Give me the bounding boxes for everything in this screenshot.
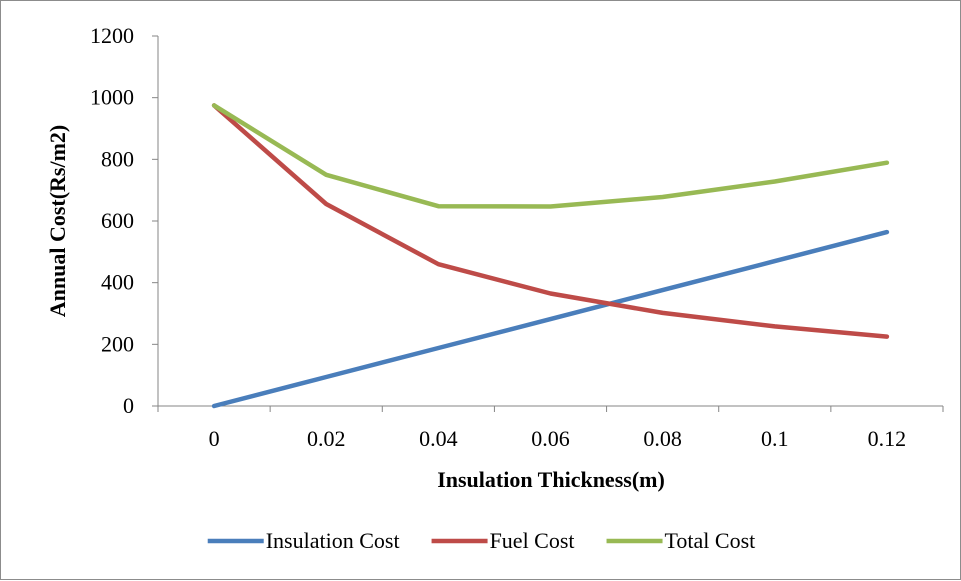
y-tick-label: 200 xyxy=(101,331,134,356)
y-axis-title: Annual Cost(Rs/m2) xyxy=(45,125,70,318)
legend-label-insulation-cost: Insulation Cost xyxy=(266,528,400,553)
ticks: 0 200 400 600 800 1000 1200 0 0.02 0.04 0.06 0.08 0.… xyxy=(90,23,943,451)
y-tick-label: 400 xyxy=(101,270,134,295)
x-tick-label: 0.1 xyxy=(761,426,789,451)
series-line-fuel-cost xyxy=(214,105,887,336)
x-tick-label: 0 xyxy=(209,426,220,451)
x-tick-label: 0.12 xyxy=(868,426,907,451)
legend-label-fuel-cost: Fuel Cost xyxy=(490,528,575,553)
x-tick-label: 0.02 xyxy=(307,426,346,451)
legend: Insulation Cost Fuel Cost Total Cost xyxy=(208,528,756,553)
x-tick-label: 0.08 xyxy=(643,426,682,451)
x-tick-label: 0.06 xyxy=(531,426,570,451)
y-tick-label: 1000 xyxy=(90,85,134,110)
y-tick-label: 600 xyxy=(101,208,134,233)
x-tick-label: 0.04 xyxy=(419,426,458,451)
y-tick-label: 1200 xyxy=(90,23,134,48)
series-lines xyxy=(214,105,887,406)
y-tick-label: 800 xyxy=(101,146,134,171)
axes xyxy=(158,36,943,406)
x-axis-title: Insulation Thickness(m) xyxy=(437,467,665,492)
y-tick-label: 0 xyxy=(123,393,134,418)
legend-label-total-cost: Total Cost xyxy=(665,528,756,553)
